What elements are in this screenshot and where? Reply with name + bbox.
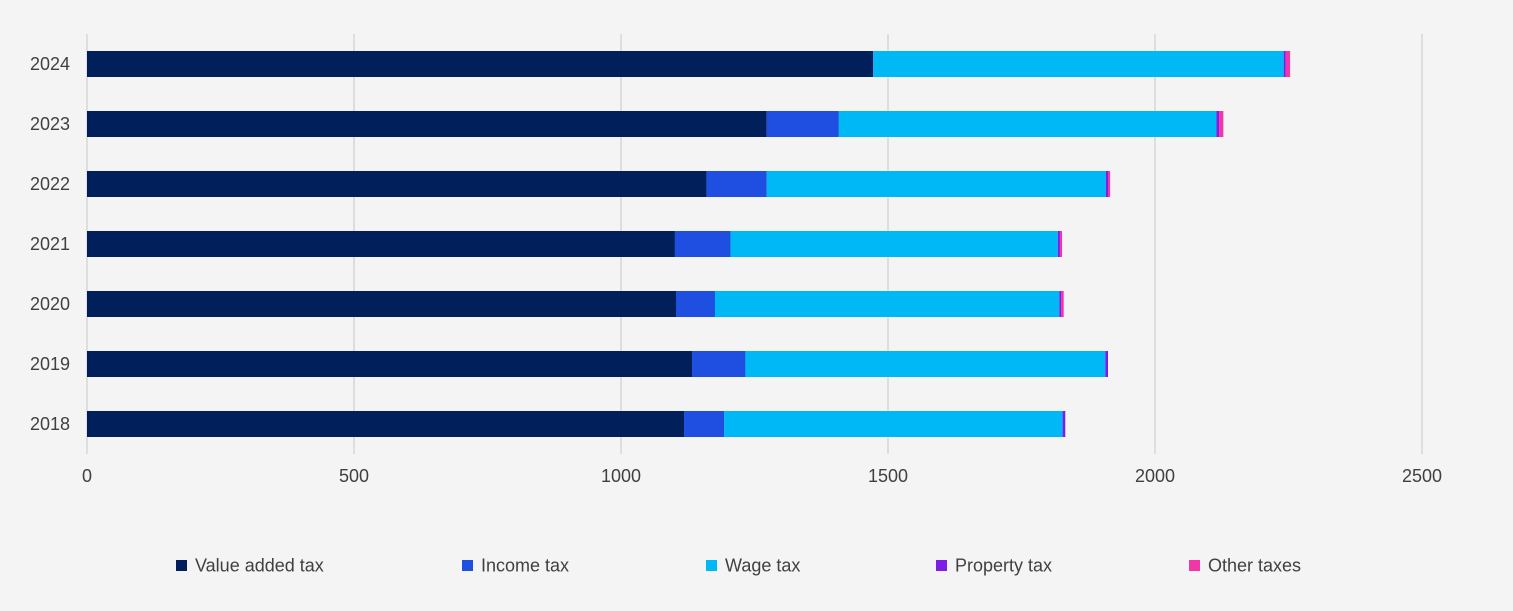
bar-segment-2019-income-tax xyxy=(692,351,746,377)
bar-segment-2022-value-added-tax xyxy=(87,171,707,197)
bar-segment-2019-value-added-tax xyxy=(87,351,693,377)
x-tick-label: 1500 xyxy=(868,466,908,486)
legend-swatch xyxy=(936,560,947,571)
bar-segment-2020-wage-tax xyxy=(714,291,1060,317)
bar-segment-2020-other-taxes xyxy=(1061,291,1064,317)
bar-segment-2022-other-taxes xyxy=(1108,171,1111,197)
bar-segment-2020-value-added-tax xyxy=(87,291,677,317)
bar-segment-2022-property-tax xyxy=(1105,171,1109,197)
legend-item-value-added-tax: Value added tax xyxy=(176,556,324,576)
bar-segment-2024-property-tax xyxy=(1283,51,1286,77)
legend-swatch xyxy=(176,560,187,571)
bar-segment-2023-value-added-tax xyxy=(87,111,767,137)
legend: Value added tax Income tax Wage tax Propert… xyxy=(176,556,1301,576)
legend-label: Income tax xyxy=(481,556,569,576)
x-tick-label: 2000 xyxy=(1135,466,1175,486)
legend-swatch xyxy=(1189,560,1200,571)
bar-segment-2023-other-taxes xyxy=(1219,111,1224,137)
legend-label: Other taxes xyxy=(1208,556,1301,576)
bar-segment-2021-value-added-tax xyxy=(87,231,675,257)
bar-segment-2018-property-tax xyxy=(1062,411,1066,437)
y-category-label: 2018 xyxy=(30,414,70,434)
bar-segment-2018-value-added-tax xyxy=(87,411,685,437)
bar-segment-2021-income-tax xyxy=(674,231,731,257)
legend-item-property-tax: Property tax xyxy=(936,556,1052,576)
y-category-label: 2022 xyxy=(30,174,70,194)
bar-segment-2022-income-tax xyxy=(706,171,767,197)
y-category-label: 2019 xyxy=(30,354,70,374)
bar-segment-2024-value-added-tax xyxy=(87,51,874,77)
y-category-label: 2023 xyxy=(30,114,70,134)
x-tick-label: 0 xyxy=(82,466,92,486)
legend-item-other-taxes: Other taxes xyxy=(1189,556,1301,576)
bar-segment-2018-income-tax xyxy=(684,411,725,437)
bars xyxy=(87,51,1291,437)
bar-segment-2024-wage-tax xyxy=(873,51,1284,77)
bar-segment-2020-income-tax xyxy=(676,291,715,317)
bar-segment-2023-wage-tax xyxy=(838,111,1217,137)
bar-segment-2018-wage-tax xyxy=(724,411,1063,437)
y-category-label: 2020 xyxy=(30,294,70,314)
bar-segment-2024-other-taxes xyxy=(1285,51,1291,77)
x-tick-label: 1000 xyxy=(601,466,641,486)
legend-label: Wage tax xyxy=(725,556,800,576)
bar-segment-2021-wage-tax xyxy=(730,231,1058,257)
x-tick-label: 500 xyxy=(339,466,369,486)
legend-label: Value added tax xyxy=(195,556,324,576)
bar-segment-2019-wage-tax xyxy=(745,351,1106,377)
bar-segment-2023-property-tax xyxy=(1216,111,1220,137)
bar-segment-2021-other-taxes xyxy=(1059,231,1063,257)
bar-segment-2023-income-tax xyxy=(766,111,839,137)
bar-segment-2022-wage-tax xyxy=(766,171,1106,197)
bar-segment-2021-property-tax xyxy=(1057,231,1060,257)
legend-label: Property tax xyxy=(955,556,1052,576)
legend-swatch xyxy=(706,560,717,571)
y-category-label: 2024 xyxy=(30,54,70,74)
legend-swatch xyxy=(462,560,473,571)
x-tick-label: 2500 xyxy=(1402,466,1442,486)
axes: 0 500 1000 1500 2000 2500 2024 2023 2022 2021 2020… xyxy=(30,54,1442,486)
y-category-label: 2021 xyxy=(30,234,70,254)
legend-item-income-tax: Income tax xyxy=(462,556,569,576)
bar-segment-2019-property-tax xyxy=(1105,351,1109,377)
bar-segment-2020-property-tax xyxy=(1059,291,1062,317)
legend-item-wage-tax: Wage tax xyxy=(706,556,800,576)
